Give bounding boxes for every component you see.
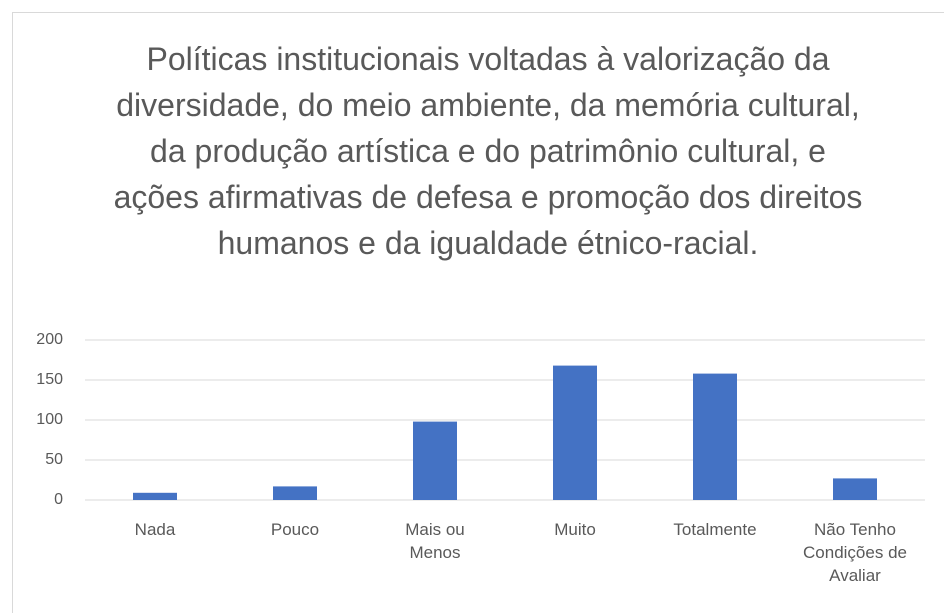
x-tick-label: Nada (134, 520, 176, 539)
x-tick-label: Totalmente (673, 520, 757, 539)
bar (273, 486, 317, 500)
x-tick-label: Pouco (270, 520, 320, 539)
bar (833, 478, 877, 500)
y-tick-label: 100 (36, 411, 63, 428)
bar (553, 365, 597, 500)
y-tick-label: 150 (36, 371, 63, 388)
x-tick-label: Não Tenho Condições de Avaliar (803, 520, 907, 585)
chart-title: Políticas institucionais voltadas à valo… (113, 41, 863, 261)
x-tick-label: Muito (554, 520, 596, 539)
chart-frame (12, 12, 944, 613)
y-tick-label: 0 (54, 491, 63, 508)
bar (693, 373, 737, 500)
bar (133, 492, 177, 500)
x-tick-label: Mais ou Menos (405, 520, 465, 562)
bar (413, 421, 457, 500)
y-tick-label: 50 (45, 451, 63, 468)
y-tick-label: 200 (36, 331, 63, 348)
